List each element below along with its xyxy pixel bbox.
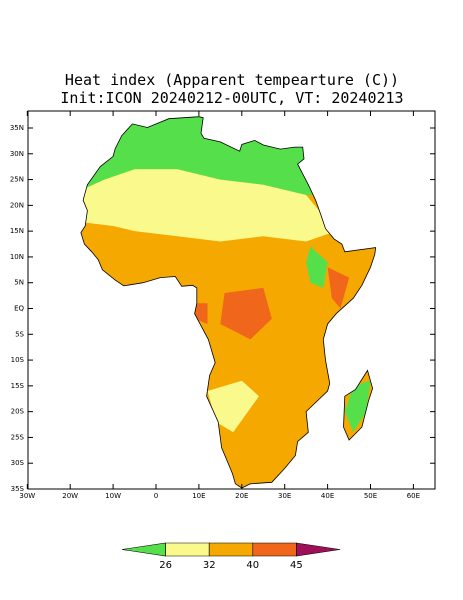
lon-tick-label: 10W: [105, 492, 121, 500]
lat-tick-label: EQ: [14, 305, 24, 313]
lon-tick-label: 30E: [278, 492, 291, 500]
lat-tick-label: 30N: [10, 150, 24, 158]
title: Heat index (Apparent tempearture (C)): [65, 71, 399, 89]
colorbar-segment: [208, 542, 254, 557]
lat-tick-label: 10N: [10, 253, 24, 261]
field-green-east: [306, 246, 328, 288]
lon-tick-label: 0: [154, 492, 158, 500]
lat-tick-label: 5N: [14, 279, 24, 287]
colorbar-segment: [252, 542, 297, 557]
lat-tick-label: 5S: [15, 330, 24, 338]
lat-tick-label: 35N: [10, 124, 24, 132]
lat-tick-label: 15N: [10, 227, 24, 235]
lon-tick-label: 50E: [364, 492, 377, 500]
field-green-mada: [344, 380, 371, 433]
lat-tick-label: 20N: [10, 201, 24, 209]
lon-tick-label: 10E: [192, 492, 205, 500]
colorbar-segment: [165, 542, 210, 557]
field-dark-west: [194, 303, 208, 324]
lon-tick-label: 60E: [407, 492, 420, 500]
lat-tick-label: 15S: [11, 382, 25, 390]
lon-tick-label: 40E: [321, 492, 334, 500]
field-yellow-south: [207, 380, 259, 433]
colorbar-label: 26: [159, 560, 172, 571]
lon-tick-label: 30W: [19, 492, 35, 500]
field-dark-east: [327, 267, 350, 309]
coastline: [80, 116, 377, 489]
field-dark: [220, 287, 272, 340]
lon-tick-label: 20W: [62, 492, 78, 500]
lat-tick-label: 35S: [11, 485, 25, 493]
lat-tick-label: 10S: [11, 356, 25, 364]
map-frame: [27, 110, 436, 490]
colorbar-segment: [296, 542, 341, 557]
lat-tick-label: 30S: [11, 459, 25, 467]
colorbar-label: 40: [246, 560, 259, 571]
colorbar-label: 32: [203, 560, 216, 571]
lon-tick-label: 20E: [235, 492, 248, 500]
lat-tick-label: 25N: [10, 176, 24, 184]
subtitle: Init:ICON 20240212-00UTC, VT: 20240213: [60, 89, 403, 107]
colorbar-label: 45: [290, 560, 303, 571]
lat-tick-label: 20S: [11, 408, 25, 416]
lat-tick-label: 25S: [11, 433, 25, 441]
land-field: [80, 116, 376, 488]
colorbar-segment: [121, 542, 166, 557]
field-yellow: [80, 169, 337, 242]
